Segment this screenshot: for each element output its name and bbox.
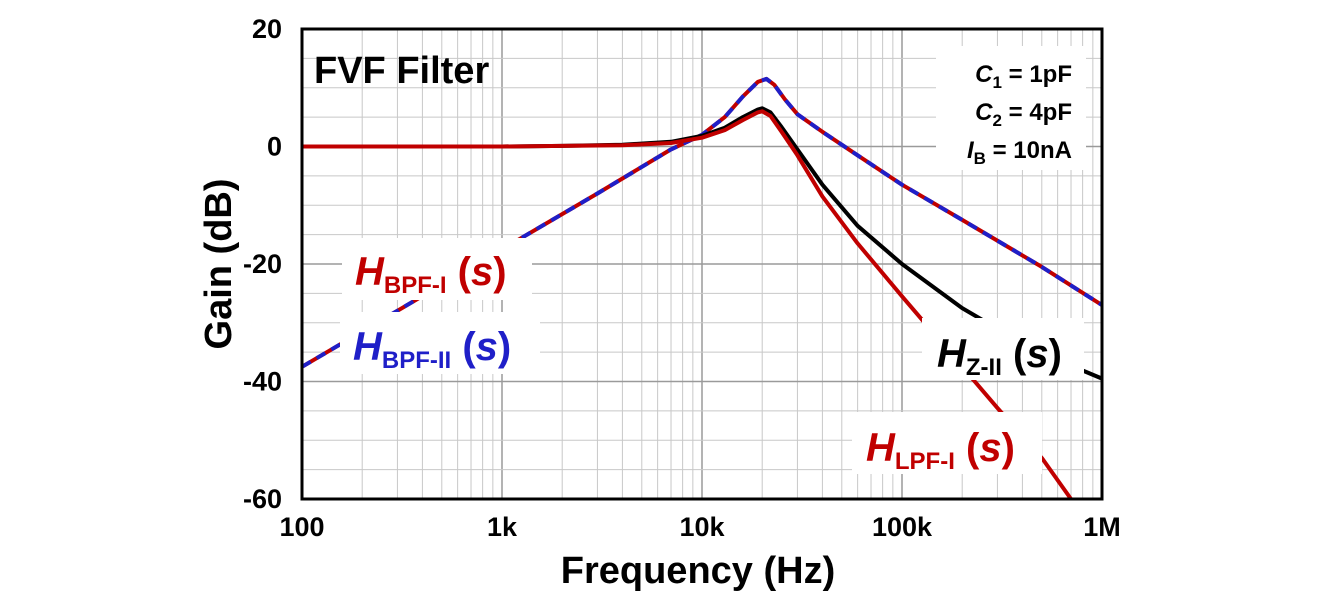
parameter-background: [936, 46, 1086, 170]
y-axis-title: Gain (dB): [198, 179, 240, 350]
series-label-background: [340, 312, 540, 374]
x-tick-label: 1M: [1083, 512, 1121, 542]
series-label-hbpf-i-s-: HBPF-I (s): [355, 250, 507, 299]
y-tick-label: 20: [252, 14, 282, 44]
series-line-hbpf-ii-s-: [302, 76, 1102, 369]
y-tick-label: 0: [267, 132, 282, 162]
x-axis-title: Frequency (Hz): [561, 550, 835, 592]
y-tick-label: -20: [243, 249, 282, 279]
series-label-background: [342, 238, 532, 300]
parameter-label: C2 = 4pF: [975, 99, 1072, 130]
parameter-block: C1 = 1pF C2 = 4pF IB = 10nA: [936, 46, 1086, 170]
series-labels: HZ-II (s) HLPF-I (s) HBPF-I (s) HBPF-II (s): [340, 238, 1084, 475]
series-label-hlpf-i-s-: HLPF-I (s): [866, 426, 1015, 475]
y-tick-label: -60: [243, 484, 282, 514]
plot-frame: [300, 27, 1104, 501]
parameter-label: IB = 10nA: [967, 137, 1072, 168]
series-label-background: [852, 412, 1042, 474]
series-label-hz-ii-s-: HZ-II (s): [937, 332, 1062, 381]
tick-labels: 100 1k 10k 100k 1M 20 0 -20 -40 -60: [243, 14, 1121, 542]
x-tick-label: 1k: [487, 512, 518, 542]
series-label-background: [922, 318, 1084, 380]
x-tick-label: 100k: [872, 512, 933, 542]
series-label-hbpf-ii-s-: HBPF-II (s): [353, 325, 511, 374]
y-tick-label: -40: [243, 367, 282, 397]
chart-title: FVF Filter: [314, 50, 489, 92]
x-tick-label: 10k: [679, 512, 725, 542]
parameter-label: C1 = 1pF: [975, 61, 1072, 92]
x-tick-label: 100: [279, 512, 324, 542]
